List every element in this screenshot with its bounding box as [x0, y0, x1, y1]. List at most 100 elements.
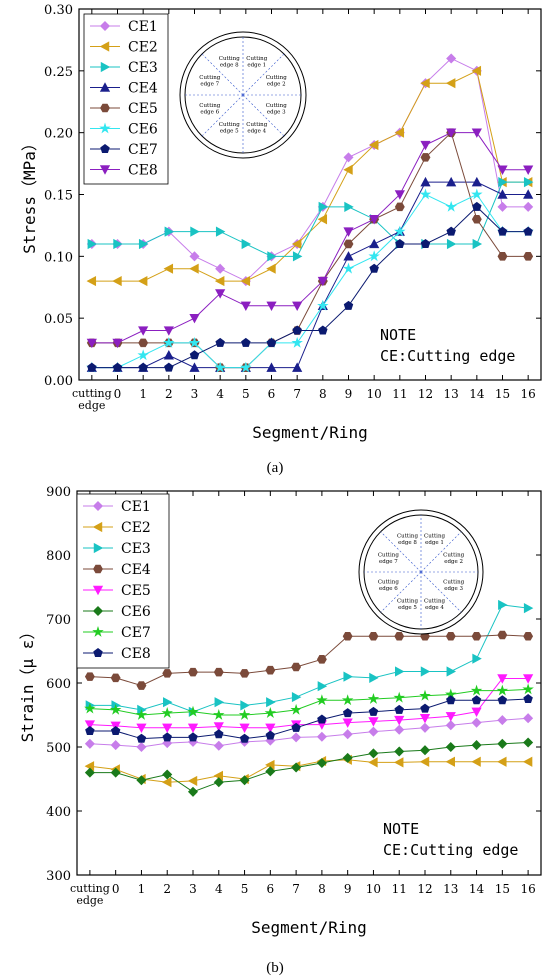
ring-label-line: edge 4 [425, 605, 444, 611]
y-tick-label: 0.15 [44, 189, 73, 204]
data-point-ce2 [393, 757, 404, 768]
data-point-ce7 [318, 325, 328, 335]
data-point-ce4 [136, 681, 147, 690]
data-point-ce1 [445, 720, 456, 731]
data-point-ce4 [163, 350, 174, 360]
data-point-ce3 [343, 671, 353, 682]
x-tick-label: 16 [521, 387, 536, 401]
ring-label: Cutting edge 8 [397, 533, 418, 546]
data-point-ce6 [188, 336, 201, 348]
data-point-ce4 [420, 176, 431, 187]
data-point-ce4 [446, 176, 457, 187]
ring-label-line: Cutting [199, 103, 220, 109]
data-point-ce4 [162, 669, 173, 678]
data-point-ce1 [213, 740, 224, 751]
y-tick-label: 0.00 [44, 374, 73, 389]
data-point-ce6 [471, 188, 483, 200]
data-point-ce6 [265, 766, 276, 777]
x-tick-label: 2 [165, 387, 173, 401]
x-tick-label: 12 [418, 387, 433, 401]
data-point-ce4 [394, 631, 405, 641]
y-tick-label: 0.30 [44, 3, 73, 18]
data-point-ce6 [291, 762, 302, 773]
data-point-ce1 [368, 726, 379, 737]
x-tick-label: 15 [495, 387, 510, 401]
legend-label-ce3: CE3 [121, 541, 151, 557]
data-point-ce6 [368, 748, 379, 759]
x-tick-label: 5 [242, 387, 250, 401]
data-point-ce7 [189, 350, 200, 360]
ring-label-line: Cutting [443, 552, 464, 558]
data-point-ce3 [318, 201, 329, 212]
series-ce1 [84, 713, 534, 753]
data-point-ce8 [266, 301, 277, 312]
legend-marker-ce4 [93, 564, 103, 574]
ring-divider [201, 94, 244, 137]
note-line: CE:Cutting edge [383, 841, 518, 859]
x-tick-label: 0 [112, 882, 120, 896]
ring-label: Cutting edge 7 [378, 552, 399, 565]
legend-label-ce2: CE2 [128, 40, 158, 56]
data-point-ce7 [187, 705, 199, 717]
y-tick-label: 300 [46, 869, 71, 884]
legend-label-ce5: CE5 [128, 101, 158, 117]
x-tick-label: 14 [469, 387, 485, 401]
data-point-ce7 [112, 362, 123, 372]
legend-label-ce8: CE8 [128, 163, 158, 179]
data-point-ce6 [368, 250, 380, 262]
data-point-ce8 [214, 729, 224, 739]
legend-label-ce6: CE6 [128, 122, 158, 138]
data-point-ce8 [85, 726, 95, 736]
ring-label: Cutting edge 8 [219, 56, 240, 69]
legend-label-ce3: CE3 [128, 60, 158, 76]
ring-label-line: edge 6 [379, 586, 398, 592]
y-tick-label: 600 [46, 677, 71, 692]
legend-box [76, 493, 170, 669]
x-tick-label: cutting edge [72, 387, 112, 412]
ring-label-line: edge 2 [444, 559, 463, 565]
data-point-ce7 [138, 362, 148, 372]
data-point-ce3 [344, 201, 354, 212]
data-point-ce7 [213, 708, 225, 720]
data-point-ce1 [497, 201, 508, 212]
series-ce3 [87, 177, 534, 262]
panel-label-a: (a) [267, 460, 284, 476]
ring-label-line: edge 3 [444, 586, 463, 592]
data-point-ce2 [445, 78, 456, 89]
data-point-ce5 [162, 723, 173, 734]
data-point-ce6 [342, 752, 353, 763]
x-tick-label-line: edge [78, 399, 105, 412]
ring-label-line: edge 2 [267, 82, 286, 88]
data-point-ce4 [213, 667, 224, 677]
data-point-ce6 [213, 777, 224, 788]
data-point-ce2 [161, 777, 172, 788]
series-line-ce3 [91, 181, 529, 257]
data-point-ce3 [472, 653, 482, 664]
data-point-ce2 [266, 263, 276, 274]
data-point-ce4 [316, 655, 327, 664]
ring-label: Cutting edge 4 [424, 599, 445, 612]
x-tick-label: 4 [215, 882, 223, 896]
legend-marker-ce2 [99, 41, 110, 52]
data-point-ce4 [342, 631, 353, 641]
ring-divider [380, 531, 422, 573]
x-tick-label: 0 [114, 387, 122, 401]
data-point-ce8 [317, 714, 327, 724]
data-point-ce8 [215, 289, 226, 299]
data-point-ce3 [241, 238, 252, 250]
data-point-ce7 [84, 702, 96, 714]
series-ce8 [86, 128, 534, 349]
ring-label-line: edge 1 [425, 540, 444, 546]
series-ce3 [85, 599, 534, 717]
data-point-ce3 [163, 697, 173, 708]
ring-label-line: edge 5 [398, 605, 417, 611]
data-point-ce8 [162, 732, 172, 742]
data-point-ce7 [343, 300, 354, 310]
ring-label-line: Cutting [266, 75, 287, 81]
data-point-ce6 [471, 740, 482, 751]
data-point-ce3 [523, 603, 534, 614]
data-point-ce3 [369, 672, 379, 683]
data-point-ce6 [240, 361, 252, 373]
data-point-ce7 [161, 707, 173, 718]
series-ce6 [84, 737, 534, 797]
